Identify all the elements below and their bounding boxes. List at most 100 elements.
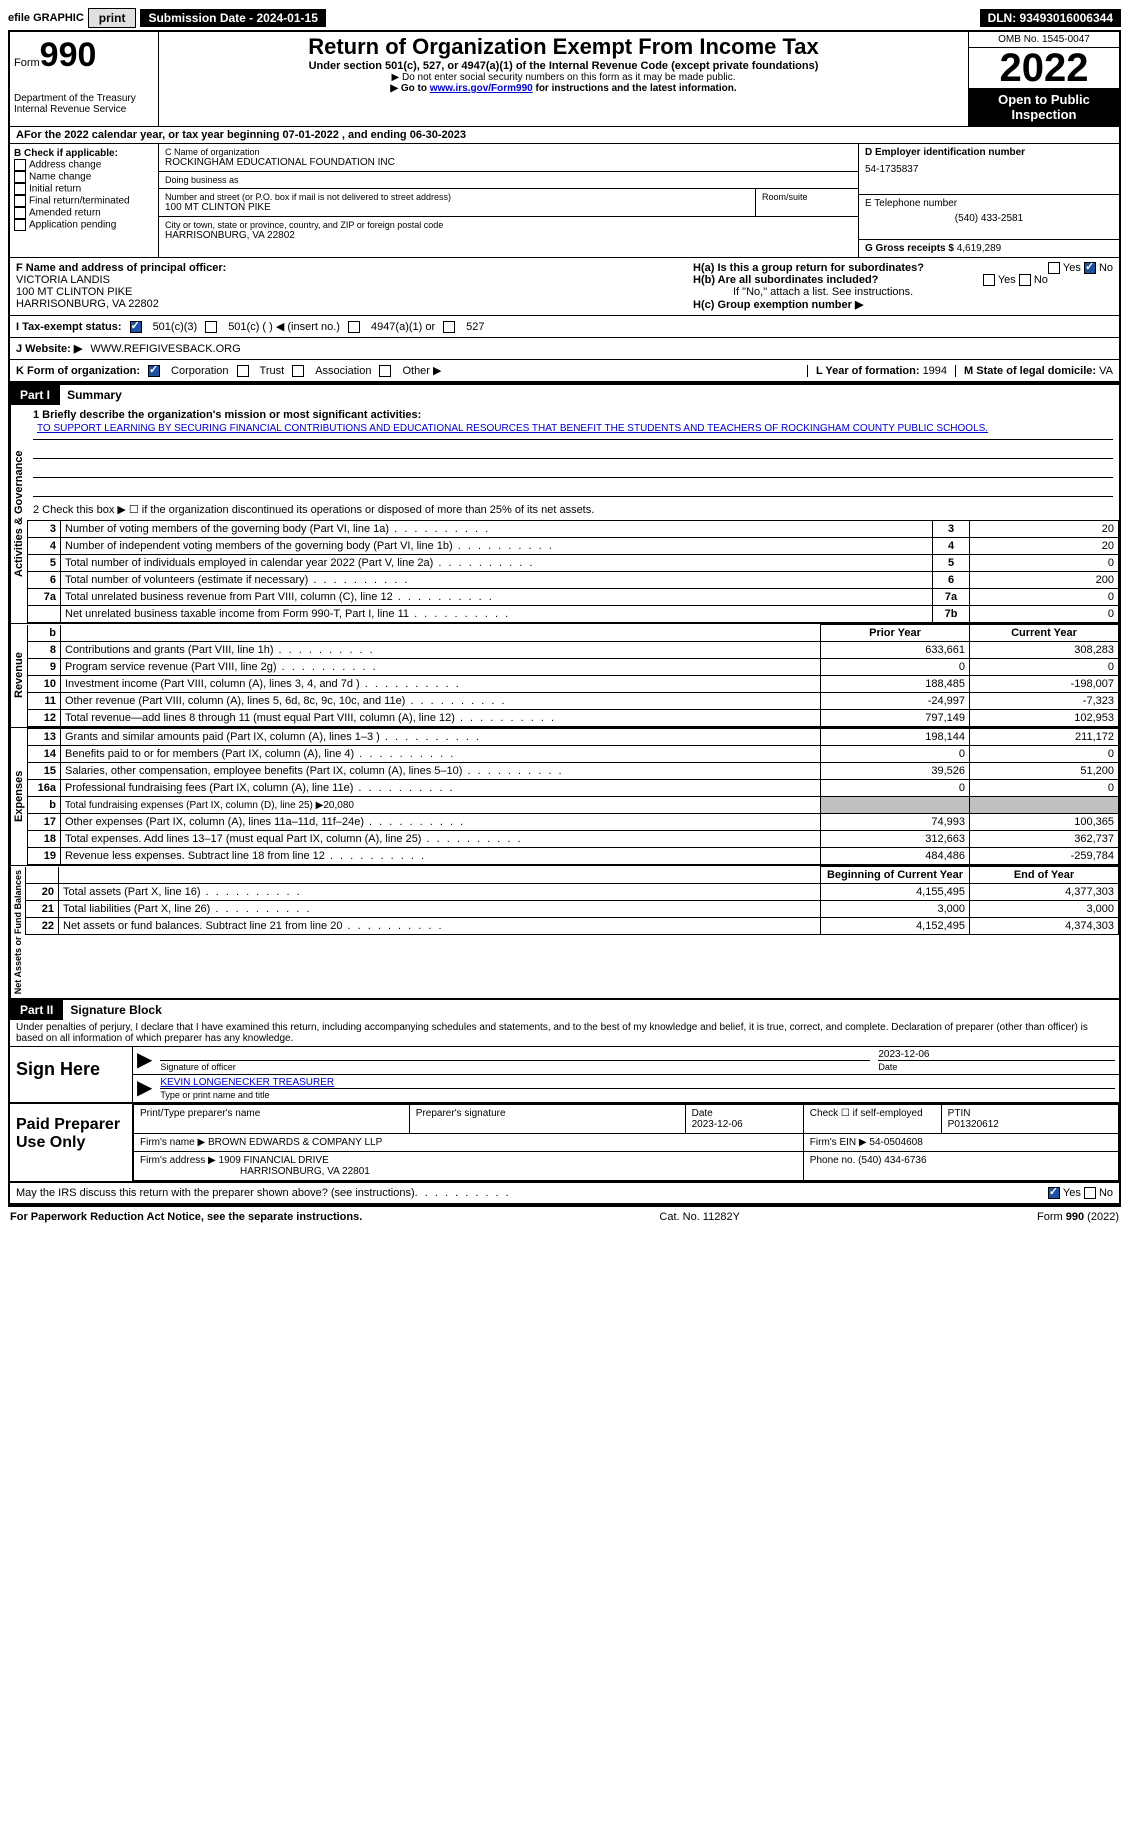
opt-initial-return[interactable]: Initial return bbox=[14, 183, 154, 195]
ssn-note: ▶ Do not enter social security numbers o… bbox=[167, 72, 960, 83]
form-header: Form990 Department of the Treasury Inter… bbox=[8, 30, 1121, 127]
website-row: J Website: ▶ WWW.REFIGIVESBACK.ORG bbox=[8, 338, 1121, 360]
goto-pre: ▶ Go to bbox=[390, 83, 429, 94]
table-row: 13Grants and similar amounts paid (Part … bbox=[28, 729, 1119, 746]
firm-name-label: Firm's name ▶ bbox=[140, 1137, 205, 1148]
col-boy: Beginning of Current Year bbox=[821, 867, 970, 884]
street-label: Number and street (or P.O. box if mail i… bbox=[165, 192, 749, 202]
officer-label: F Name and address of principal officer: bbox=[16, 262, 681, 274]
table-row: 14Benefits paid to or for members (Part … bbox=[28, 746, 1119, 763]
hb-yes[interactable] bbox=[983, 274, 995, 286]
firm-phone: (540) 434-6736 bbox=[858, 1155, 926, 1166]
table-row: 19Revenue less expenses. Subtract line 1… bbox=[28, 848, 1119, 865]
discuss-row: May the IRS discuss this return with the… bbox=[8, 1183, 1121, 1205]
ha-yes[interactable] bbox=[1048, 262, 1060, 274]
k-assoc[interactable] bbox=[292, 365, 304, 377]
col-current: Current Year bbox=[970, 625, 1119, 642]
dba-label: Doing business as bbox=[165, 175, 852, 185]
ein-label: D Employer identification number bbox=[865, 147, 1113, 158]
i-label: I Tax-exempt status: bbox=[16, 321, 122, 333]
opt-final-return[interactable]: Final return/terminated bbox=[14, 195, 154, 207]
org-name-label: C Name of organization bbox=[165, 147, 852, 157]
sig-name-label: Type or print name and title bbox=[160, 1088, 1115, 1100]
ein-value: 54-1735837 bbox=[865, 164, 1113, 175]
ag-table: 3Number of voting members of the governi… bbox=[27, 520, 1119, 623]
table-row: 15Salaries, other compensation, employee… bbox=[28, 763, 1119, 780]
dept-treasury: Department of the Treasury bbox=[14, 93, 154, 104]
tax-exempt-row: I Tax-exempt status: 501(c)(3) 501(c) ( … bbox=[8, 316, 1121, 338]
vert-revenue: Revenue bbox=[10, 624, 27, 727]
line-a: A For the 2022 calendar year, or tax yea… bbox=[8, 127, 1121, 144]
i-4947[interactable] bbox=[348, 321, 360, 333]
hb-note: If "No," attach a list. See instructions… bbox=[693, 286, 1113, 298]
paid-preparer-block: Paid Preparer Use Only Print/Type prepar… bbox=[8, 1104, 1121, 1183]
table-row: 21Total liabilities (Part X, line 26)3,0… bbox=[26, 901, 1119, 918]
table-row: 4Number of independent voting members of… bbox=[28, 538, 1119, 555]
top-bar: efile GRAPHIC print Submission Date - 20… bbox=[8, 8, 1121, 28]
hb-no[interactable] bbox=[1019, 274, 1031, 286]
print-button[interactable]: print bbox=[88, 8, 137, 28]
mission-label: 1 Briefly describe the organization's mi… bbox=[33, 409, 1113, 421]
vert-net: Net Assets or Fund Balances bbox=[10, 866, 25, 998]
m-label: M State of legal domicile: bbox=[964, 365, 1096, 377]
prep-date: 2023-12-06 bbox=[692, 1119, 743, 1130]
hc-label: H(c) Group exemption number ▶ bbox=[693, 298, 1113, 311]
opt-amended[interactable]: Amended return bbox=[14, 207, 154, 219]
discuss-no[interactable] bbox=[1084, 1187, 1096, 1199]
firm-addr2: HARRISONBURG, VA 22801 bbox=[140, 1166, 370, 1177]
sig-date-label: Date bbox=[878, 1060, 1115, 1072]
table-row: bTotal fundraising expenses (Part IX, co… bbox=[28, 797, 1119, 814]
h-a-row: H(a) Is this a group return for subordin… bbox=[693, 262, 1113, 274]
prep-self-emp[interactable]: Check ☐ if self-employed bbox=[803, 1105, 941, 1134]
mission-text: TO SUPPORT LEARNING BY SECURING FINANCIA… bbox=[33, 421, 1113, 440]
irs-link[interactable]: www.irs.gov/Form990 bbox=[430, 83, 533, 94]
goto-post: for instructions and the latest informat… bbox=[533, 83, 737, 94]
table-row: 5Total number of individuals employed in… bbox=[28, 555, 1119, 572]
opt-address-change[interactable]: Address change bbox=[14, 159, 154, 171]
footer-left: For Paperwork Reduction Act Notice, see … bbox=[10, 1211, 362, 1223]
i-501c3[interactable] bbox=[130, 321, 142, 333]
city-label: City or town, state or province, country… bbox=[165, 220, 852, 230]
k-corp[interactable] bbox=[148, 365, 160, 377]
check-applicable: B Check if applicable: bbox=[14, 148, 154, 159]
i-527[interactable] bbox=[443, 321, 455, 333]
opt-name-change[interactable]: Name change bbox=[14, 171, 154, 183]
firm-name: BROWN EDWARDS & COMPANY LLP bbox=[208, 1137, 382, 1148]
website-value: WWW.REFIGIVESBACK.ORG bbox=[90, 343, 240, 355]
expenses-section: Expenses 13Grants and similar amounts pa… bbox=[8, 728, 1121, 866]
activities-governance: Activities & Governance 1 Briefly descri… bbox=[8, 405, 1121, 624]
ha-label: H(a) Is this a group return for subordin… bbox=[693, 262, 924, 274]
table-row: Net unrelated business taxable income fr… bbox=[28, 606, 1119, 623]
room-label: Room/suite bbox=[762, 192, 852, 202]
calendar-year: For the 2022 calendar year, or tax year … bbox=[24, 129, 466, 141]
table-row: 8Contributions and grants (Part VIII, li… bbox=[28, 642, 1119, 659]
table-row: 3Number of voting members of the governi… bbox=[28, 521, 1119, 538]
k-label: K Form of organization: bbox=[16, 365, 140, 377]
k-trust[interactable] bbox=[237, 365, 249, 377]
officer-city: HARRISONBURG, VA 22802 bbox=[16, 298, 681, 310]
dln-label: DLN: 93493016006344 bbox=[980, 9, 1121, 27]
firm-addr-label: Firm's address ▶ bbox=[140, 1155, 216, 1166]
part2-title: Signature Block bbox=[70, 1003, 161, 1017]
i-501c[interactable] bbox=[205, 321, 217, 333]
ha-no[interactable] bbox=[1084, 262, 1096, 274]
table-row: 7aTotal unrelated business revenue from … bbox=[28, 589, 1119, 606]
net-table: Beginning of Current Year End of Year 20… bbox=[25, 866, 1119, 935]
part1-header: Part I Summary bbox=[8, 383, 1121, 405]
sign-here: Sign Here bbox=[10, 1047, 133, 1102]
expenses-table: 13Grants and similar amounts paid (Part … bbox=[27, 728, 1119, 865]
open-public: Open to Public Inspection bbox=[969, 88, 1119, 126]
ptin-label: PTIN bbox=[948, 1108, 971, 1119]
tax-year: 2022 bbox=[969, 48, 1119, 88]
penalties-text: Under penalties of perjury, I declare th… bbox=[8, 1020, 1121, 1046]
table-row: 22Net assets or fund balances. Subtract … bbox=[26, 918, 1119, 935]
k-other[interactable] bbox=[379, 365, 391, 377]
gross-label: G Gross receipts $ bbox=[865, 243, 954, 254]
phone-value: (540) 433-2581 bbox=[865, 213, 1113, 224]
vert-activities: Activities & Governance bbox=[10, 405, 27, 623]
opt-app-pending[interactable]: Application pending bbox=[14, 219, 154, 231]
table-row: 20Total assets (Part X, line 16)4,155,49… bbox=[26, 884, 1119, 901]
discuss-yes[interactable] bbox=[1048, 1187, 1060, 1199]
table-row: 11Other revenue (Part VIII, column (A), … bbox=[28, 693, 1119, 710]
street-value: 100 MT CLINTON PIKE bbox=[165, 202, 749, 213]
